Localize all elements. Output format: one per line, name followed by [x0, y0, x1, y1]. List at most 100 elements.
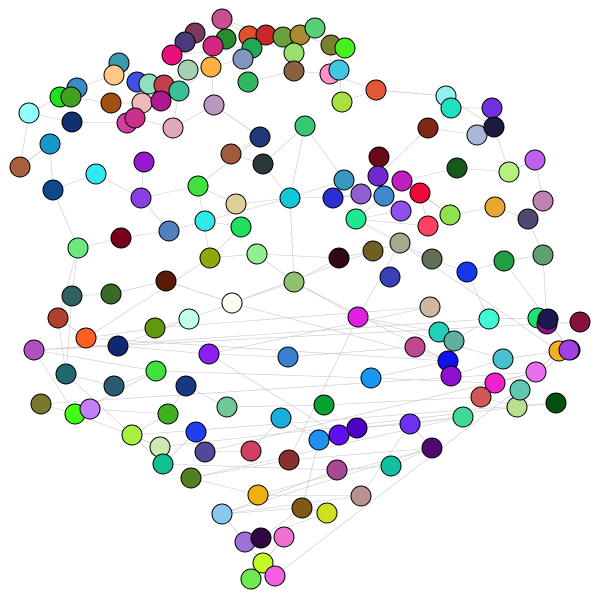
graph-node	[380, 267, 400, 287]
graph-node	[369, 147, 389, 167]
node-layer	[10, 9, 590, 589]
graph-node	[351, 184, 371, 204]
graph-node	[108, 336, 128, 356]
graph-node	[238, 72, 258, 92]
graph-node	[200, 248, 220, 268]
graph-node	[374, 186, 394, 206]
graph-node	[284, 43, 304, 63]
graph-node	[533, 191, 553, 211]
graph-node	[40, 134, 60, 154]
graph-node	[86, 164, 106, 184]
graph-edge	[302, 440, 319, 508]
graph-node	[381, 456, 401, 476]
graph-node	[471, 387, 491, 407]
graph-node	[151, 91, 171, 111]
graph-node	[265, 566, 285, 586]
graph-node	[188, 176, 208, 196]
graph-node	[418, 118, 438, 138]
graph-node	[400, 414, 420, 434]
graph-node	[392, 171, 412, 191]
graph-node	[250, 127, 270, 147]
graph-node	[221, 144, 241, 164]
graph-node	[278, 347, 298, 367]
graph-node	[241, 569, 261, 589]
graph-node	[146, 361, 166, 381]
graph-node	[134, 152, 154, 172]
graph-edge	[205, 198, 290, 221]
graph-node	[284, 272, 304, 292]
graph-node	[494, 251, 514, 271]
graph-node	[233, 49, 253, 69]
graph-node	[420, 297, 440, 317]
graph-node	[156, 271, 176, 291]
graph-node	[441, 366, 461, 386]
graph-node	[485, 197, 505, 217]
graph-node	[533, 245, 553, 265]
graph-node	[329, 60, 349, 80]
graph-node	[295, 116, 315, 136]
graph-node	[274, 527, 294, 547]
graph-node	[347, 418, 367, 438]
graph-node	[334, 170, 354, 190]
graph-node	[327, 460, 347, 480]
graph-node	[546, 393, 566, 413]
graph-node	[203, 36, 223, 56]
graph-node	[335, 38, 355, 58]
graph-node	[186, 422, 206, 442]
graph-node	[305, 18, 325, 38]
graph-node	[482, 98, 502, 118]
graph-node	[212, 9, 232, 29]
graph-node	[363, 241, 383, 261]
graph-node	[248, 485, 268, 505]
graph-node	[122, 425, 142, 445]
graph-node	[525, 150, 545, 170]
graph-node	[271, 408, 291, 428]
graph-node	[226, 194, 246, 214]
graph-node	[48, 308, 68, 328]
graph-edge	[290, 198, 294, 282]
graph-node	[101, 93, 121, 113]
graph-node	[309, 430, 329, 450]
graph-edge	[257, 254, 339, 258]
graph-edge	[324, 397, 481, 405]
graph-node	[570, 312, 590, 332]
graph-node	[510, 380, 530, 400]
graph-node	[195, 211, 215, 231]
graph-node	[368, 166, 388, 186]
graph-edge	[294, 282, 358, 317]
graph-node	[159, 221, 179, 241]
graph-node	[204, 95, 224, 115]
graph-node	[447, 158, 467, 178]
graph-node	[217, 397, 237, 417]
graph-edge	[227, 405, 324, 407]
graph-node	[332, 92, 352, 112]
graph-node	[280, 188, 300, 208]
graph-node	[538, 309, 558, 329]
graph-node	[31, 394, 51, 414]
graph-node	[351, 486, 371, 506]
graph-node	[131, 188, 151, 208]
graph-node	[484, 117, 504, 137]
graph-node	[348, 307, 368, 327]
graph-node	[441, 98, 461, 118]
graph-node	[559, 340, 579, 360]
graph-node	[24, 340, 44, 360]
graph-node	[499, 162, 519, 182]
graph-edge	[34, 350, 156, 371]
graph-edge	[371, 361, 448, 378]
graph-node	[418, 216, 438, 236]
graph-node	[163, 118, 183, 138]
graph-node	[145, 318, 165, 338]
graph-node	[62, 286, 82, 306]
graph-node	[405, 337, 425, 357]
graph-node	[181, 468, 201, 488]
graph-edge	[209, 354, 288, 357]
graph-node	[178, 60, 198, 80]
graph-node	[444, 331, 464, 351]
graph-node	[101, 284, 121, 304]
graph-node	[366, 80, 386, 100]
graph-node	[422, 249, 442, 269]
graph-node	[80, 399, 100, 419]
graph-node	[422, 438, 442, 458]
